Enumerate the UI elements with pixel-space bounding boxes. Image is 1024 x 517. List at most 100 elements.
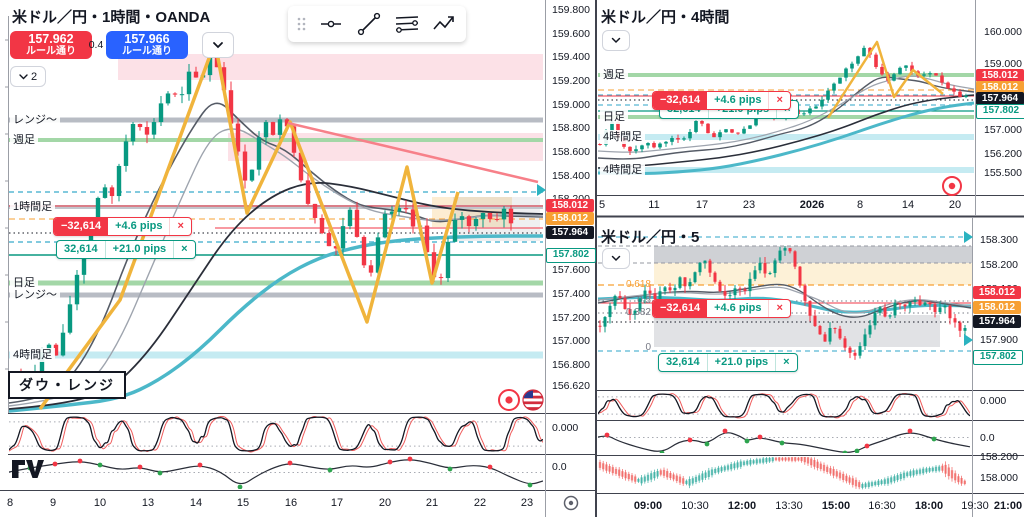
price-tag-orange: 158.012 xyxy=(546,212,594,225)
price-tick-label: 156.800 xyxy=(552,359,590,371)
close-icon[interactable]: × xyxy=(173,241,194,258)
position-long-label[interactable]: 32,614 +21.0 pips × xyxy=(56,240,196,259)
price-tick-label: 156.620 xyxy=(552,380,590,392)
chart-annotation-label: 週足 xyxy=(600,68,628,82)
price-tag-red: 158.012 xyxy=(973,286,1021,299)
left-chart-title: 米ドル／円・1時間・OANDA xyxy=(12,9,211,26)
chart-annotation-label: 日足 xyxy=(10,276,38,290)
price-tick-label: 159.200 xyxy=(552,75,590,87)
chevron-down-icon xyxy=(19,73,28,79)
br-heikin-ashi-pane xyxy=(598,457,966,490)
candlestick-series xyxy=(598,246,967,360)
price-tick-label: 159.400 xyxy=(552,51,590,63)
price-tick-label: 158.800 xyxy=(552,122,590,134)
horizontal-line-tool-icon[interactable] xyxy=(318,11,344,37)
alert-arrow-icon xyxy=(964,231,973,243)
left-signal-dots-pane xyxy=(9,456,543,489)
price-tick-label: 157.400 xyxy=(552,288,590,300)
time-tick-label: 20 xyxy=(948,199,962,211)
price-tick-label: 158.600 xyxy=(552,146,590,158)
record-button-icon[interactable] xyxy=(942,176,962,196)
drag-handle-icon[interactable] xyxy=(296,16,306,32)
order-panel-chevron-button[interactable] xyxy=(202,32,234,58)
spread-value: 0.4 xyxy=(88,39,104,51)
time-tick-label: 17 xyxy=(330,497,344,509)
br-chart-chevron-button[interactable] xyxy=(602,248,630,269)
chart-annotation-label: 1時間足 xyxy=(10,200,56,214)
price-tag-orange: 158.012 xyxy=(976,81,1024,94)
time-tick-label: 16 xyxy=(284,497,298,509)
left-time-axis[interactable] xyxy=(0,490,595,517)
parallel-channel-tool-icon[interactable] xyxy=(394,11,420,37)
usdjpy-flag-icon xyxy=(522,389,544,411)
price-tick-label: 159.000 xyxy=(984,58,1022,70)
highlight-zones xyxy=(654,246,972,347)
time-tick-label: 09:00 xyxy=(633,500,663,512)
position-size: −32,614 xyxy=(653,92,708,109)
sell-price: 157.962 xyxy=(28,32,74,47)
price-tag-teal: 157.802 xyxy=(973,350,1023,365)
buy-button[interactable]: 157.966 ルール通り xyxy=(106,31,188,59)
price-tick-label: 157.900 xyxy=(980,334,1018,346)
dow-range-note[interactable]: ダウ・レンジ xyxy=(8,371,126,399)
tr-chart-chevron-button[interactable] xyxy=(602,30,630,51)
price-tag-black: 157.964 xyxy=(976,92,1024,105)
sell-button[interactable]: 157.962 ルール通り xyxy=(10,31,92,59)
price-tick-label: 157.000 xyxy=(552,335,590,347)
time-tick-label: 10 xyxy=(93,497,107,509)
chevron-down-icon xyxy=(611,37,621,44)
time-tick-label: 18:00 xyxy=(914,500,944,512)
time-tick-label: 8 xyxy=(6,497,14,509)
position-size: −32,614 xyxy=(54,218,109,235)
close-icon[interactable]: × xyxy=(768,300,789,317)
time-tick-label: 14 xyxy=(189,497,203,509)
trend-line-tool-icon[interactable] xyxy=(356,11,382,37)
price-tick-label: 159.800 xyxy=(552,4,590,16)
left-stochastic-pane xyxy=(9,415,543,453)
object-tree-toggle[interactable]: 2 xyxy=(10,66,46,87)
time-tick-label: 5 xyxy=(598,199,606,211)
position-pips: +4.6 pips xyxy=(714,94,762,106)
time-tick-label: 10:30 xyxy=(681,500,709,512)
time-tick-label: 16:30 xyxy=(868,500,896,512)
time-tick-label: 23 xyxy=(520,497,534,509)
drawing-toolbar xyxy=(288,6,466,42)
price-tag-teal: 157.802 xyxy=(976,104,1024,119)
position-pips: +4.6 pips xyxy=(714,302,762,314)
left-price-axis[interactable] xyxy=(545,0,595,490)
alert-arrow-icon xyxy=(537,184,546,196)
br-stochastic-pane xyxy=(598,392,970,419)
price-tick-label: 160.000 xyxy=(984,26,1022,38)
object-tree-count: 2 xyxy=(30,70,38,83)
osc-tick-label: 158.000 xyxy=(980,472,1018,484)
position-short-label[interactable]: −32,614 +4.6 pips × xyxy=(53,217,192,236)
time-tick-label: 21:00 xyxy=(993,500,1023,512)
price-tick-label: 157.600 xyxy=(552,264,590,276)
time-tick-label: 15:00 xyxy=(821,500,851,512)
price-tick-label: 158.300 xyxy=(980,234,1018,246)
time-tick-label: 21 xyxy=(425,497,439,509)
time-tick-label: 9 xyxy=(49,497,57,509)
trend-line-drawing xyxy=(287,121,539,184)
osc-tick-label: 0.0 xyxy=(980,432,995,444)
close-icon[interactable]: × xyxy=(775,354,796,371)
price-tick-label: 158.200 xyxy=(980,259,1018,271)
price-tick-label: 159.000 xyxy=(552,99,590,111)
left-plot-area xyxy=(8,40,544,413)
fib-level-label: 0 xyxy=(645,342,651,353)
price-tick-label: 157.200 xyxy=(552,312,590,324)
time-axis-settings-icon[interactable] xyxy=(563,495,579,511)
time-tick-label: 13 xyxy=(141,497,155,509)
position-short-label[interactable]: −32,614 +4.6 pips × xyxy=(652,91,791,110)
price-tick-label: 156.200 xyxy=(984,148,1022,160)
position-long-label[interactable]: 32,614 +21.0 pips × xyxy=(658,353,798,372)
zigzag-pattern-tool-icon[interactable] xyxy=(432,11,458,37)
close-icon[interactable]: × xyxy=(169,218,190,235)
close-icon[interactable]: × xyxy=(768,92,789,109)
chevron-down-icon xyxy=(611,255,621,262)
price-tag-black: 157.964 xyxy=(546,226,594,239)
price-tick-label: 157.000 xyxy=(984,124,1022,136)
position-short-label[interactable]: −32,614 +4.6 pips × xyxy=(652,299,791,318)
record-button-icon[interactable] xyxy=(498,389,520,411)
